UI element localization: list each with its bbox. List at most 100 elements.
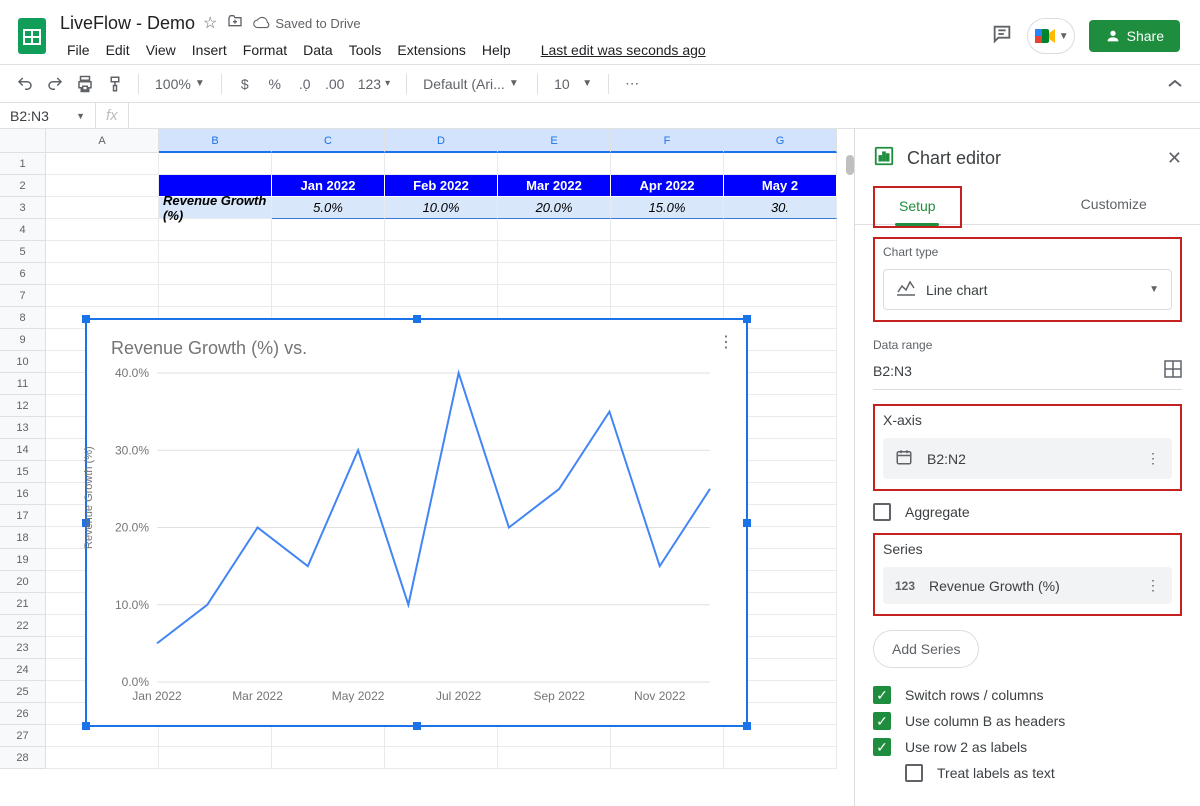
font-size-dropdown[interactable]: 10▼	[548, 76, 598, 92]
row-header[interactable]: 18	[0, 527, 46, 549]
cell[interactable]	[46, 175, 159, 197]
undo-icon[interactable]	[12, 71, 38, 97]
cell[interactable]	[611, 747, 724, 769]
cell[interactable]	[724, 153, 837, 175]
cell[interactable]: May 2	[724, 175, 837, 197]
cell[interactable]	[159, 747, 272, 769]
format-123-dropdown[interactable]: 123▾	[352, 76, 396, 92]
cell[interactable]	[498, 725, 611, 747]
cell[interactable]: 20.0%	[498, 197, 611, 219]
cell[interactable]	[724, 241, 837, 263]
spreadsheet-grid[interactable]: ABCDEFG 12345678910111213141516171819202…	[0, 129, 854, 806]
row-header[interactable]: 25	[0, 681, 46, 703]
row-header[interactable]: 19	[0, 549, 46, 571]
cell[interactable]	[385, 725, 498, 747]
cell[interactable]	[159, 219, 272, 241]
kebab-icon[interactable]: ⋮	[1146, 577, 1160, 594]
cell[interactable]	[46, 197, 159, 219]
row-header[interactable]: 27	[0, 725, 46, 747]
cell[interactable]	[159, 263, 272, 285]
cell[interactable]	[272, 725, 385, 747]
cell[interactable]	[46, 747, 159, 769]
treat-labels-checkbox[interactable]: Treat labels as text	[905, 764, 1182, 782]
decrease-decimal-icon[interactable]: .0̣	[292, 71, 318, 97]
cell[interactable]	[385, 285, 498, 307]
cell[interactable]	[159, 241, 272, 263]
row-header[interactable]: 4	[0, 219, 46, 241]
cell[interactable]	[385, 153, 498, 175]
column-header[interactable]: F	[611, 129, 724, 153]
increase-decimal-icon[interactable]: .00	[322, 71, 348, 97]
cell[interactable]: 5.0%	[272, 197, 385, 219]
cell[interactable]	[498, 263, 611, 285]
cell[interactable]	[159, 725, 272, 747]
cell[interactable]	[159, 285, 272, 307]
aggregate-checkbox[interactable]: Aggregate	[873, 503, 1182, 521]
cell[interactable]	[272, 241, 385, 263]
comments-icon[interactable]	[991, 23, 1013, 50]
tab-customize[interactable]: Customize	[1028, 186, 1200, 224]
row-header[interactable]: 15	[0, 461, 46, 483]
cell[interactable]	[385, 263, 498, 285]
xaxis-range-pill[interactable]: B2:N2⋮	[883, 438, 1172, 479]
document-title[interactable]: LiveFlow - Demo	[60, 13, 195, 34]
cell[interactable]	[46, 725, 159, 747]
row-header[interactable]: 11	[0, 373, 46, 395]
name-box[interactable]: B2:N3▼	[0, 103, 96, 128]
cell[interactable]	[385, 747, 498, 769]
resize-handle[interactable]	[743, 519, 751, 527]
chart-menu-icon[interactable]: ⋮	[718, 332, 734, 352]
row-header[interactable]: 5	[0, 241, 46, 263]
cell[interactable]	[611, 263, 724, 285]
row-header[interactable]: 24	[0, 659, 46, 681]
cell[interactable]	[498, 285, 611, 307]
select-all-corner[interactable]	[0, 129, 46, 153]
cell[interactable]: Jan 2022	[272, 175, 385, 197]
menu-extensions[interactable]: Extensions	[390, 38, 472, 62]
cell[interactable]: Feb 2022	[385, 175, 498, 197]
row-header[interactable]: 22	[0, 615, 46, 637]
embedded-chart[interactable]: ⋮ Revenue Growth (%) vs. Revenue Growth …	[85, 318, 748, 727]
chart-type-dropdown[interactable]: Line chart▼	[883, 269, 1172, 310]
cell[interactable]	[724, 285, 837, 307]
tab-setup[interactable]: Setup	[875, 188, 960, 226]
menu-view[interactable]: View	[139, 38, 183, 62]
move-icon[interactable]	[227, 13, 243, 34]
cell[interactable]	[724, 263, 837, 285]
cell[interactable]: 30.	[724, 197, 837, 219]
zoom-dropdown[interactable]: 100%▼	[149, 76, 211, 92]
row-header[interactable]: 28	[0, 747, 46, 769]
cell[interactable]	[724, 725, 837, 747]
column-header[interactable]: G	[724, 129, 837, 153]
data-range-value[interactable]: B2:N3	[873, 352, 1182, 390]
cell[interactable]	[724, 747, 837, 769]
collapse-toolbar-icon[interactable]	[1162, 71, 1188, 97]
sheets-logo[interactable]	[12, 16, 52, 56]
cell[interactable]	[159, 153, 272, 175]
cell[interactable]	[385, 241, 498, 263]
cell[interactable]	[272, 263, 385, 285]
row-header[interactable]: 3	[0, 197, 46, 219]
row-header[interactable]: 6	[0, 263, 46, 285]
add-series-button[interactable]: Add Series	[873, 630, 979, 668]
cell[interactable]	[611, 219, 724, 241]
row-header[interactable]: 17	[0, 505, 46, 527]
row-header[interactable]: 1	[0, 153, 46, 175]
row-header[interactable]: 14	[0, 439, 46, 461]
cell[interactable]	[498, 153, 611, 175]
paint-format-icon[interactable]	[102, 71, 128, 97]
resize-handle[interactable]	[743, 315, 751, 323]
resize-handle[interactable]	[82, 722, 90, 730]
cell[interactable]	[272, 153, 385, 175]
cell[interactable]	[46, 219, 159, 241]
switch-rows-cols-checkbox[interactable]: ✓Switch rows / columns	[873, 686, 1182, 704]
row-header[interactable]: 21	[0, 593, 46, 615]
currency-icon[interactable]: $	[232, 71, 258, 97]
column-header[interactable]: D	[385, 129, 498, 153]
menu-insert[interactable]: Insert	[185, 38, 234, 62]
kebab-icon[interactable]: ⋮	[1146, 450, 1160, 467]
cell[interactable]	[272, 747, 385, 769]
resize-handle[interactable]	[743, 722, 751, 730]
resize-handle[interactable]	[82, 315, 90, 323]
row-header[interactable]: 20	[0, 571, 46, 593]
